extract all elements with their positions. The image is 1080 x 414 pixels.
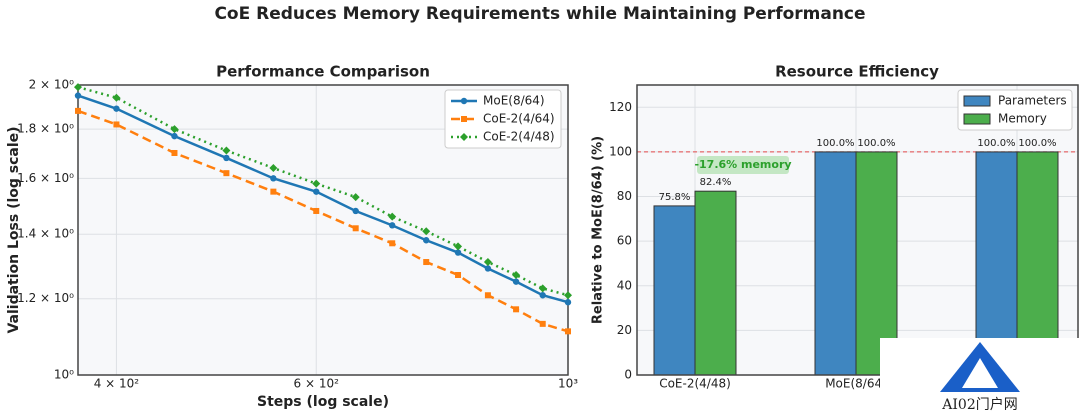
y-tick-label: 120: [609, 100, 632, 114]
bar: [1016, 151, 1059, 376]
marker: [422, 227, 431, 236]
marker: [512, 278, 520, 285]
y-axis-label: Validation Loss (log scale): [6, 126, 22, 333]
annotation-box: [697, 156, 789, 174]
y-tick-label: 1.4 × 10⁰: [17, 227, 74, 241]
marker: [539, 292, 546, 299]
watermark-text: AI02门户网: [941, 396, 1017, 413]
marker: [454, 249, 462, 256]
y-tick-label: 10⁰: [54, 368, 74, 382]
y-tick-label: 80: [617, 189, 632, 203]
marker: [565, 328, 571, 335]
figure-title: CoE Reduces Memory Requirements while Ma…: [214, 4, 865, 24]
marker: [483, 258, 492, 267]
value-label: 82.4%: [700, 177, 732, 188]
series-line: [77, 94, 569, 304]
marker: [113, 105, 120, 112]
y-tick-label: 2 × 10⁰: [29, 78, 75, 92]
x-tick-label: CoE-2(4/48): [659, 377, 731, 391]
marker: [270, 188, 277, 195]
watermark-logo: [962, 358, 998, 388]
y-tick-label: 1.6 × 10⁰: [17, 171, 74, 185]
value-label: 100.0%: [857, 138, 895, 149]
bar: [694, 190, 737, 376]
marker: [538, 284, 547, 293]
marker: [460, 97, 468, 105]
series-line: [77, 109, 569, 333]
marker: [223, 154, 230, 162]
marker: [313, 207, 320, 214]
marker: [513, 306, 520, 313]
legend-box: [444, 89, 562, 149]
marker: [269, 164, 278, 173]
x-tick-label: MoE(8/64): [825, 377, 887, 391]
chart-title: Resource Efficiency: [775, 63, 939, 81]
marker: [564, 299, 572, 306]
marker: [171, 132, 178, 140]
marker: [460, 133, 468, 141]
marker: [223, 170, 230, 177]
legend-label: CoE-2(4/48): [483, 130, 555, 144]
y-tick-label: 0: [624, 368, 632, 382]
marker: [352, 225, 359, 232]
bar: [975, 151, 1018, 376]
value-label: 75.8%: [659, 192, 691, 203]
legend-label: MoE(8/64): [483, 94, 545, 108]
marker: [351, 193, 360, 202]
marker: [564, 291, 572, 300]
y-tick-label: 40: [617, 278, 632, 292]
value-label: 100.0%: [977, 138, 1015, 149]
annotation: -17.6% memory: [694, 158, 791, 171]
legend-label: Memory: [998, 112, 1047, 126]
legend-swatch: [963, 113, 991, 125]
marker: [171, 149, 178, 156]
legend-swatch: [963, 95, 991, 107]
marker: [455, 271, 462, 278]
marker: [113, 121, 120, 128]
x-tick-label: 10³: [558, 377, 578, 391]
chart-title: Performance Comparison: [216, 63, 430, 81]
y-tick-label: 1.2 × 10⁰: [17, 291, 74, 305]
marker: [312, 179, 321, 188]
bar: [653, 205, 696, 376]
marker: [112, 93, 121, 102]
marker: [270, 175, 277, 182]
plot-frame: [77, 84, 569, 376]
legend-label: CoE-2(4/64): [483, 112, 555, 126]
marker: [74, 83, 82, 92]
marker: [423, 259, 430, 266]
marker: [512, 270, 521, 279]
marker: [75, 107, 81, 114]
marker: [352, 207, 359, 215]
marker: [389, 240, 396, 247]
plot-frame: [636, 84, 1079, 376]
legend-label: Parameters: [998, 94, 1067, 108]
x-axis-label: Steps (log scale): [257, 394, 389, 410]
y-tick-label: 20: [617, 323, 632, 337]
x-tick-label: 6 × 10²: [294, 377, 340, 391]
series-line: [77, 85, 569, 297]
marker: [388, 212, 397, 221]
bar: [814, 151, 857, 376]
marker: [461, 116, 467, 122]
value-label: 100.0%: [816, 138, 854, 149]
marker: [539, 320, 546, 327]
marker: [454, 242, 463, 251]
marker: [484, 265, 492, 272]
y-tick-label: 1.8 × 10⁰: [17, 122, 74, 136]
y-tick-label: 60: [617, 234, 632, 248]
marker: [389, 222, 396, 229]
marker: [170, 125, 179, 134]
marker: [222, 146, 231, 155]
y-tick-label: 100: [609, 144, 632, 158]
bar: [855, 151, 898, 376]
marker: [484, 292, 491, 299]
marker: [423, 237, 430, 244]
y-axis-label: Relative to MoE(8/64) (%): [591, 136, 606, 324]
marker: [313, 188, 320, 195]
x-tick-label: 4 × 10²: [94, 377, 140, 391]
marker: [74, 92, 82, 99]
value-label: 100.0%: [1018, 138, 1056, 149]
